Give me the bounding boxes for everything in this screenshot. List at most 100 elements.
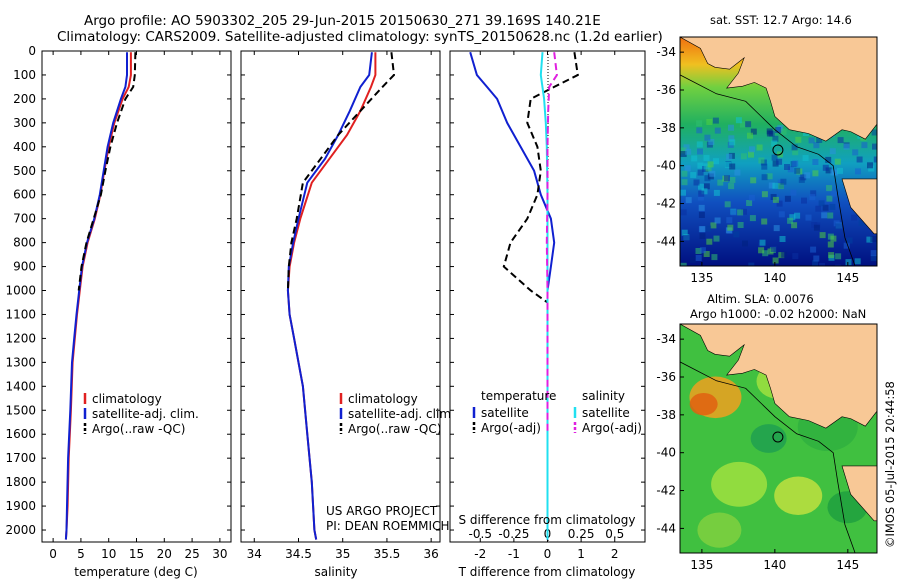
sst-cell — [698, 212, 705, 218]
shelf-isobath — [680, 74, 856, 266]
sst-cell — [713, 235, 720, 242]
sst-cell — [830, 235, 837, 242]
sst-cell — [870, 236, 877, 242]
sla-map: 135 140 145 -34 -36 -38 -40 -42 -44 — [656, 323, 878, 572]
map-y-tick-label: -34 — [656, 45, 676, 59]
sst-cell — [805, 214, 812, 221]
profile-location-marker — [772, 431, 784, 443]
sst-cell — [789, 214, 796, 221]
sst-cell — [697, 162, 704, 169]
sst-cell — [734, 169, 741, 176]
sst-map-title: sat. SST: 12.7 Argo: 14.6 — [710, 13, 852, 27]
legend-label: Argo(-adj) — [481, 421, 541, 435]
sst-cell — [809, 194, 816, 201]
sst-cell — [846, 237, 853, 244]
sst-cell — [748, 194, 755, 201]
sst-cell — [855, 168, 861, 175]
sst-cell — [867, 162, 873, 169]
sst-cell — [681, 170, 688, 177]
sst-cell — [819, 232, 826, 239]
figure-title-line1: Argo profile: AO 5903302_205 29-Jun-2015… — [84, 13, 601, 29]
series-line-argo-raw-qc- — [77, 52, 137, 291]
sst-cell — [827, 212, 834, 219]
sst-cell — [801, 197, 807, 204]
sst-cell — [703, 163, 710, 170]
x-tick-label: 34.5 — [285, 547, 312, 561]
sst-cell — [787, 166, 794, 173]
y-tick-label: 500 — [13, 164, 36, 178]
sst-cell — [870, 255, 877, 262]
sst-cell — [714, 127, 721, 134]
sst-cell — [826, 195, 833, 202]
sst-cell — [761, 191, 768, 198]
imos-watermark: ©IMOS 05-Jul-2015 20:44:58 — [883, 381, 897, 548]
sst-cell — [708, 139, 715, 145]
y-tick-label: 1400 — [5, 379, 36, 393]
sst-cell — [728, 183, 735, 190]
sst-cell — [680, 147, 687, 154]
sst-cell — [771, 140, 778, 147]
sst-cell — [872, 143, 877, 150]
map-y-tick-label: -42 — [656, 484, 676, 498]
map-y-tick-label: -36 — [656, 83, 676, 97]
sst-cell — [725, 162, 732, 168]
sst-cell — [795, 136, 802, 143]
sst-cell — [825, 156, 832, 163]
tasmania — [841, 465, 877, 522]
sst-cell — [745, 121, 752, 128]
sst-cell — [770, 246, 777, 252]
sst-cell — [843, 242, 850, 249]
sst-cell — [770, 261, 777, 266]
x-top-tick-label: 0.25 — [568, 527, 595, 541]
sst-cell — [794, 212, 801, 219]
map-x-tick-label: 145 — [836, 271, 859, 285]
sst-cell — [772, 196, 779, 203]
sst-cell — [810, 190, 817, 197]
sst-cell — [696, 141, 703, 148]
sst-cell — [826, 185, 833, 192]
pi-credit: PI: DEAN ROEMMICH — [326, 519, 449, 533]
sst-cell — [766, 128, 773, 135]
profile-location-marker — [772, 144, 784, 156]
y-tick-label: 800 — [13, 236, 36, 250]
sst-cell — [680, 262, 687, 266]
sst-cell — [683, 235, 689, 241]
y-tick-label: 1800 — [5, 475, 36, 489]
sst-cell — [834, 158, 841, 165]
sst-cell — [810, 246, 817, 253]
sst-cell — [804, 172, 811, 179]
sst-cell — [873, 156, 877, 163]
sst-cell — [816, 137, 823, 143]
sst-cell — [701, 188, 708, 195]
sst-cell — [681, 179, 688, 186]
sst-cell — [750, 177, 757, 184]
sst-cell — [845, 259, 852, 266]
sst-cell — [828, 252, 835, 259]
legend-label: satellite-adj. clim. — [92, 407, 199, 421]
sst-cell — [703, 251, 710, 257]
sst-cell — [746, 200, 753, 206]
figure-title-line2: Climatology: CARS2009. Satellite-adjuste… — [57, 29, 663, 45]
map-y-tick-label: -44 — [656, 234, 676, 248]
x-tick-label: 1 — [577, 547, 585, 561]
land-mass — [680, 37, 877, 142]
sst-cell — [713, 189, 720, 196]
legend-label: climatology — [92, 392, 162, 406]
sst-cell — [697, 169, 704, 176]
sst-cell — [829, 203, 836, 210]
temperature-panel: 0100200300400500600700800900100011001200… — [5, 44, 232, 579]
series-line-argo-raw-qc- — [286, 52, 396, 291]
sst-cell — [831, 190, 838, 197]
x-tick-label: 34 — [247, 547, 262, 561]
sst-cell — [767, 248, 774, 255]
sst-cell — [778, 211, 785, 218]
sst-cell — [703, 183, 710, 190]
sst-cell — [773, 225, 780, 232]
series-line-temperature-argo-adj- — [502, 52, 579, 304]
shelf-isobath — [680, 361, 856, 553]
sst-cell — [735, 117, 742, 124]
sst-cell — [829, 148, 836, 155]
sst-cell — [683, 144, 690, 151]
sst-cell — [680, 209, 687, 216]
map-y-tick-label: -36 — [656, 370, 676, 384]
